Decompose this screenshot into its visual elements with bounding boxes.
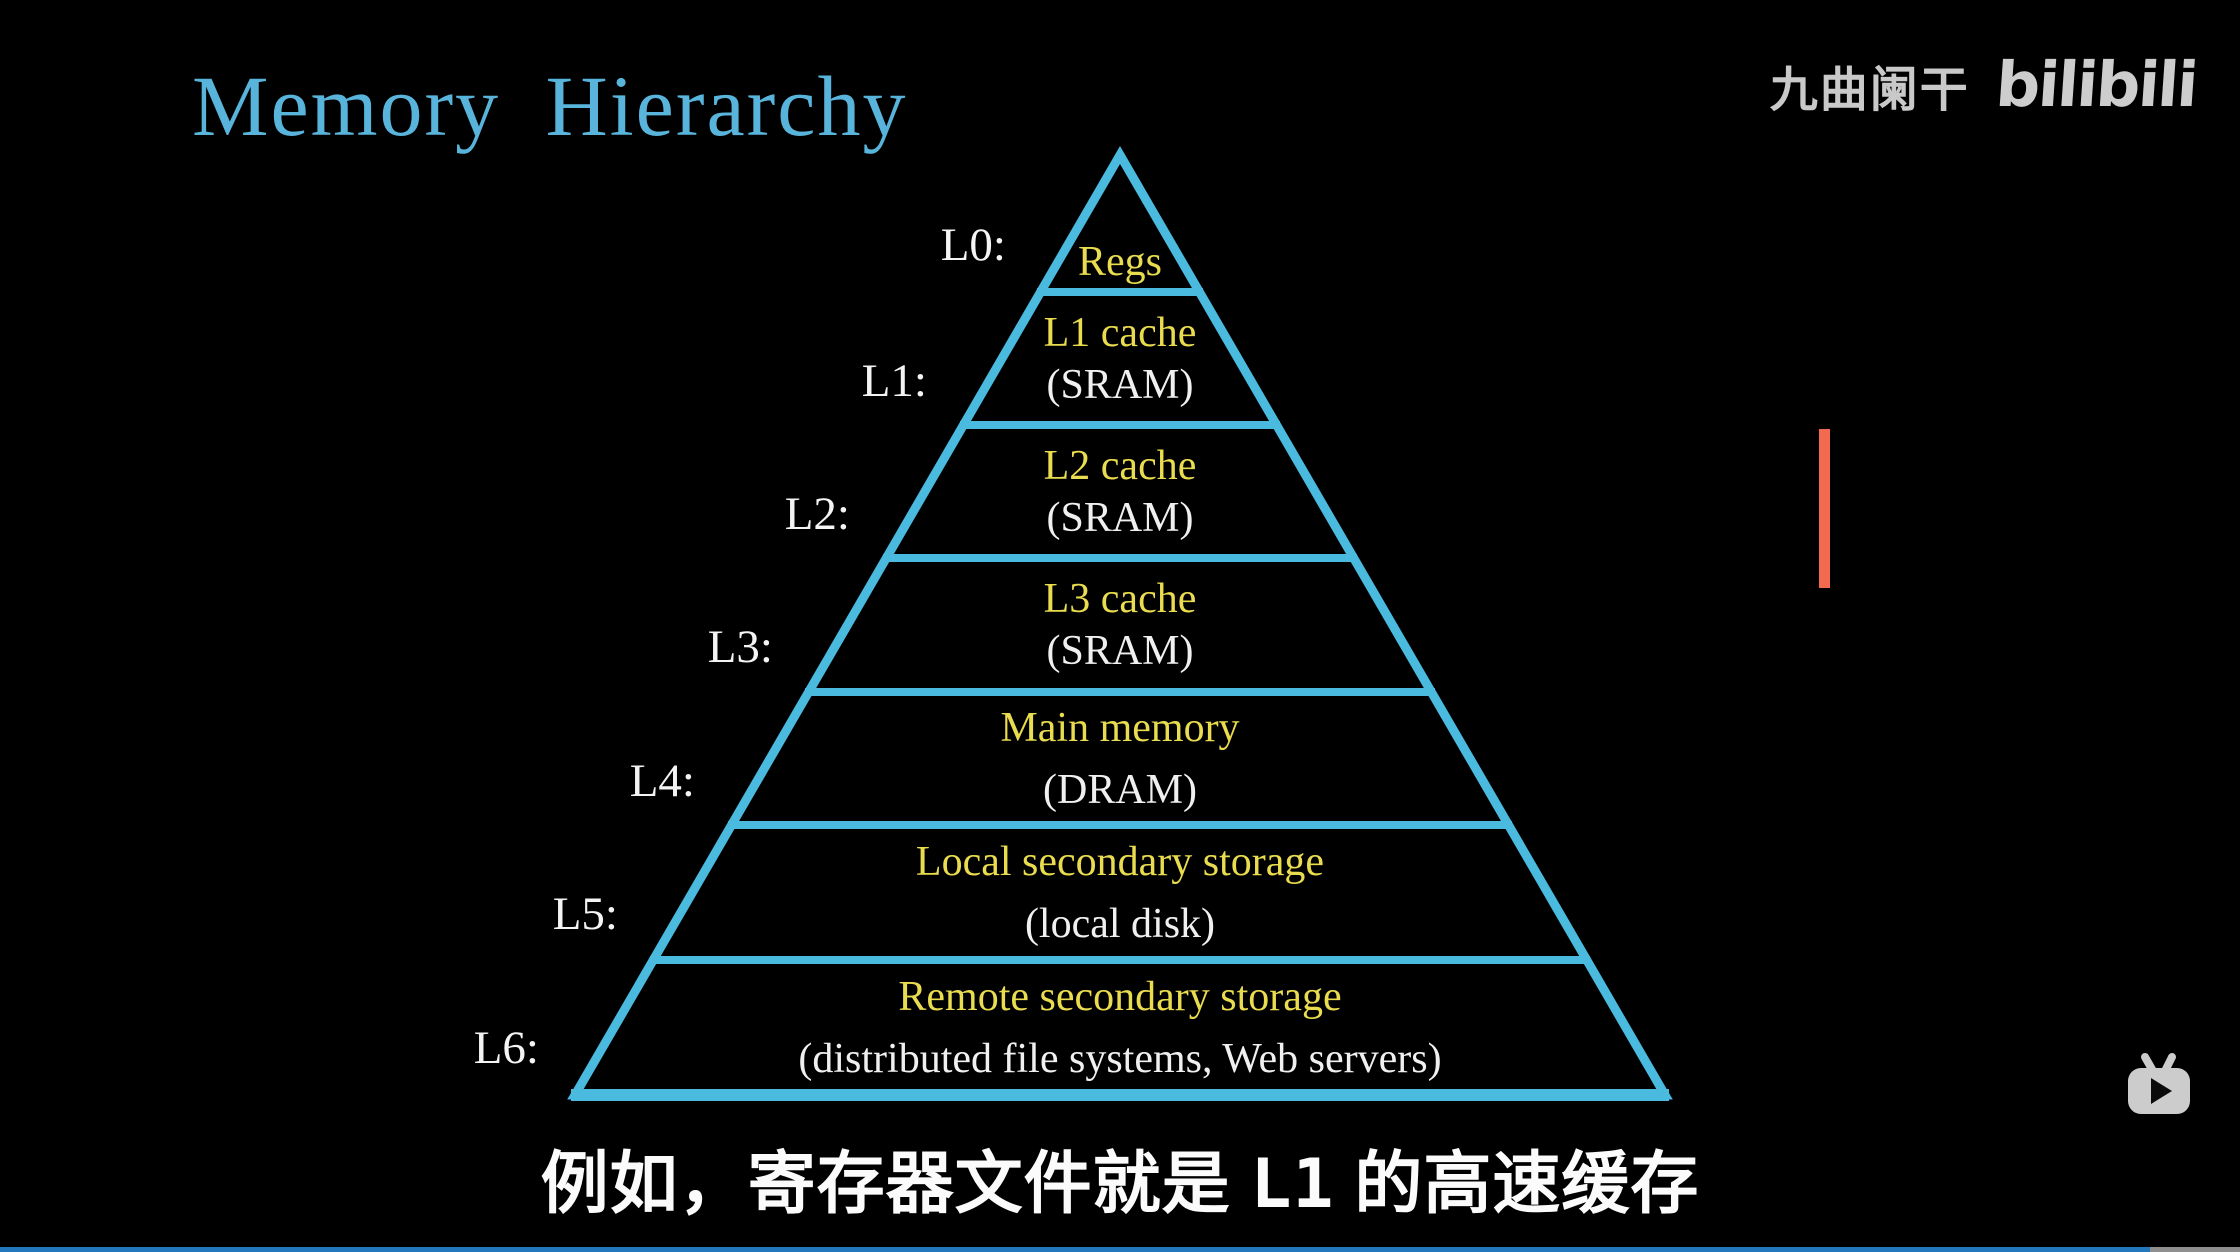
bilibili-logo: bilibili bbox=[1993, 48, 2199, 121]
progress-fill bbox=[0, 1247, 2151, 1252]
level-label-l1: L1: bbox=[861, 355, 927, 407]
caption-code: L1 bbox=[1250, 1145, 1335, 1224]
level-label-l4: L4: bbox=[629, 755, 695, 807]
pyramid-level-l2: L2 cache (SRAM) bbox=[575, 425, 1665, 558]
level-label-l5: L5: bbox=[552, 888, 618, 940]
level-title: L1 cache bbox=[1043, 309, 1197, 356]
level-label-l6: L6: bbox=[473, 1022, 539, 1074]
level-title: Main memory bbox=[1000, 704, 1240, 751]
level-subtitle: (DRAM) bbox=[1043, 766, 1197, 813]
level-subtitle: (SRAM) bbox=[1046, 494, 1194, 541]
pyramid-level-l3: L3 cache (SRAM) bbox=[575, 558, 1665, 692]
pyramid-level-l4: Main memory (DRAM) bbox=[575, 692, 1665, 825]
level-subtitle: (local disk) bbox=[1024, 900, 1216, 947]
pyramid-level-l6: Remote secondary storage (distributed fi… bbox=[575, 960, 1665, 1095]
pyramid-level-l5: Local secondary storage (local disk) bbox=[575, 825, 1665, 960]
pyramid-level-l1: L1 cache (SRAM) bbox=[575, 292, 1665, 425]
watermark: 九曲阑干 bilibili bbox=[1769, 48, 2199, 121]
highlight-marker bbox=[1819, 429, 1830, 588]
level-label-l2: L2: bbox=[784, 488, 850, 540]
level-subtitle: (SRAM) bbox=[1046, 361, 1194, 408]
level-label-l0: L0: bbox=[940, 219, 1006, 271]
level-label-l3: L3: bbox=[707, 621, 773, 673]
level-subtitle: (distributed file systems, Web servers) bbox=[798, 1035, 1442, 1082]
level-title: Local secondary storage bbox=[915, 838, 1325, 885]
video-progress-bar[interactable] bbox=[0, 1247, 2240, 1252]
caption-text-post: 的高速缓存 bbox=[1334, 1146, 1700, 1222]
level-title: Remote secondary storage bbox=[898, 973, 1342, 1020]
level-title: L2 cache bbox=[1043, 442, 1197, 489]
subtitle-caption: 例如，寄存器文件就是 L1 的高速缓存 bbox=[541, 1128, 1700, 1227]
level-title: L3 cache bbox=[1043, 576, 1197, 622]
level-subtitle: (SRAM) bbox=[1046, 628, 1194, 674]
pyramid-level-l0: Regs bbox=[575, 155, 1665, 292]
tv-play-icon[interactable] bbox=[2122, 1046, 2196, 1120]
caption-text-pre: 例如，寄存器文件就是 bbox=[540, 1146, 1251, 1222]
page-title: Memory Hierarchy bbox=[192, 58, 908, 154]
level-title: Regs bbox=[1078, 239, 1162, 285]
uploader-name: 九曲阑干 bbox=[1769, 63, 1970, 117]
